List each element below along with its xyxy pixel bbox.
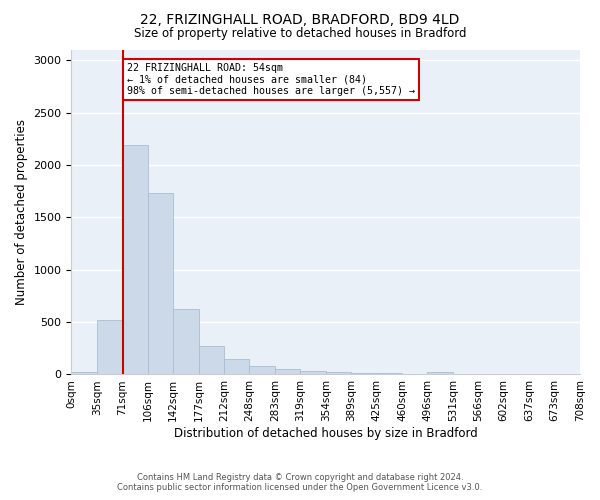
Text: 22, FRIZINGHALL ROAD, BRADFORD, BD9 4LD: 22, FRIZINGHALL ROAD, BRADFORD, BD9 4LD xyxy=(140,12,460,26)
Bar xyxy=(351,373,377,374)
Text: Contains HM Land Registry data © Crown copyright and database right 2024.
Contai: Contains HM Land Registry data © Crown c… xyxy=(118,473,482,492)
Bar xyxy=(275,369,300,374)
X-axis label: Distribution of detached houses by size in Bradford: Distribution of detached houses by size … xyxy=(174,427,478,440)
Bar xyxy=(122,145,148,374)
Bar xyxy=(97,320,122,374)
Bar xyxy=(148,194,173,374)
Bar xyxy=(173,308,199,374)
Bar xyxy=(71,372,97,374)
Bar xyxy=(250,366,275,374)
Y-axis label: Number of detached properties: Number of detached properties xyxy=(15,119,28,305)
Bar xyxy=(427,372,453,374)
Bar xyxy=(326,372,351,374)
Bar xyxy=(224,360,250,374)
Text: Size of property relative to detached houses in Bradford: Size of property relative to detached ho… xyxy=(134,28,466,40)
Text: 22 FRIZINGHALL ROAD: 54sqm
← 1% of detached houses are smaller (84)
98% of semi-: 22 FRIZINGHALL ROAD: 54sqm ← 1% of detac… xyxy=(127,62,415,96)
Bar xyxy=(199,346,224,374)
Bar xyxy=(300,371,326,374)
